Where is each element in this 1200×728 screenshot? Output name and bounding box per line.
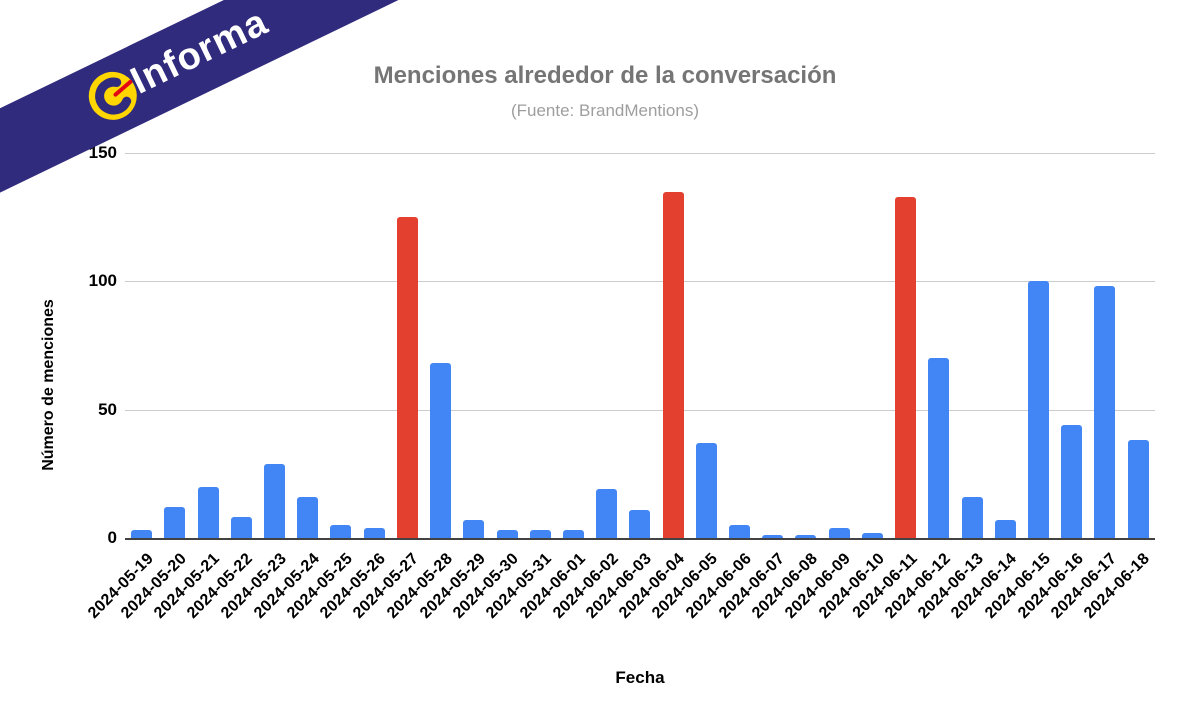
y-tick-0: 0 [107, 528, 117, 547]
bar-slot [258, 153, 291, 538]
bar-2024-06-05 [695, 443, 717, 538]
bar-slot [424, 153, 457, 538]
bar-slot [490, 153, 523, 538]
bar-slot [324, 153, 357, 538]
bar-slot [657, 153, 690, 538]
bar-slot [889, 153, 922, 538]
bar-slot [358, 153, 391, 538]
bar-2024-05-31 [529, 530, 551, 538]
bar-2024-06-11 [895, 196, 917, 538]
bar-slot [1088, 153, 1121, 538]
bar-2024-05-28 [430, 363, 452, 538]
gridline-150 [125, 153, 1155, 154]
gridline-100 [125, 281, 1155, 283]
bar-slot [457, 153, 490, 538]
bar-2024-06-03 [629, 509, 651, 538]
y-tick-100: 100 [88, 271, 117, 291]
bar-slot [158, 153, 191, 538]
bar-2024-05-29 [463, 520, 485, 538]
bar-2024-05-22 [230, 517, 252, 538]
bar-2024-06-04 [662, 191, 684, 538]
bar-2024-06-15 [1028, 281, 1050, 538]
bar-2024-06-12 [928, 358, 950, 538]
bar-slot [823, 153, 856, 538]
einforma-logo-icon [88, 71, 137, 120]
bar-2024-06-18 [1127, 440, 1149, 538]
bar-slot [191, 153, 224, 538]
chart-title: Menciones alrededor de la conversación [373, 62, 837, 89]
bar-slot [856, 153, 889, 538]
bar-2024-05-23 [263, 463, 285, 538]
bar-2024-06-08 [795, 535, 817, 538]
y-tick-50: 50 [98, 399, 117, 419]
bar-slot [756, 153, 789, 538]
bar-slot [723, 153, 756, 538]
bar-2024-06-13 [961, 496, 983, 538]
bar-slot [225, 153, 258, 538]
bar-2024-05-24 [297, 496, 319, 538]
x-axis-title: Fecha [615, 668, 665, 687]
bar-slot [789, 153, 822, 538]
bar-slot [1055, 153, 1088, 538]
bar-slot [1022, 153, 1055, 538]
bar-2024-06-02 [596, 489, 618, 538]
bar-2024-06-09 [828, 527, 850, 538]
y-tick-150: 150 [88, 143, 117, 162]
bar-2024-05-27 [396, 217, 418, 538]
x-axis-tick-labels: 2024-05-19 2024-05-20 2024-05-21 2024-05-22… [85, 544, 1155, 664]
bar-slot [690, 153, 723, 538]
bar-slot [524, 153, 557, 538]
bar-slot [590, 153, 623, 538]
bar-slot [955, 153, 988, 538]
bar-2024-05-25 [330, 525, 352, 538]
bar-2024-06-16 [1061, 425, 1083, 538]
bar-2024-05-30 [496, 530, 518, 538]
bar-slot [922, 153, 955, 538]
bar-slot [391, 153, 424, 538]
chart-subtitle: (Fuente: BrandMentions) [510, 101, 700, 120]
bar-slot [1122, 153, 1155, 538]
bar-2024-06-17 [1094, 286, 1116, 538]
bar-slot [125, 153, 158, 538]
bar-2024-06-06 [729, 525, 751, 538]
bar-2024-05-26 [363, 527, 385, 538]
bar-slot [557, 153, 590, 538]
plot-area [125, 153, 1155, 540]
y-axis-title: Número de menciones [40, 299, 57, 471]
bar-2024-06-01 [562, 530, 584, 538]
bar-2024-06-07 [762, 535, 784, 538]
bar-2024-05-21 [197, 486, 219, 538]
bar-slot [989, 153, 1022, 538]
bar-series [125, 153, 1155, 538]
gridline-50 [125, 409, 1155, 411]
bar-2024-06-14 [994, 520, 1016, 538]
bar-2024-05-19 [131, 530, 153, 538]
einforma-ribbon: Informa [0, 0, 425, 232]
bar-2024-05-20 [164, 507, 186, 538]
bar-slot [623, 153, 656, 538]
bar-slot [291, 153, 324, 538]
bar-2024-06-10 [861, 532, 883, 538]
